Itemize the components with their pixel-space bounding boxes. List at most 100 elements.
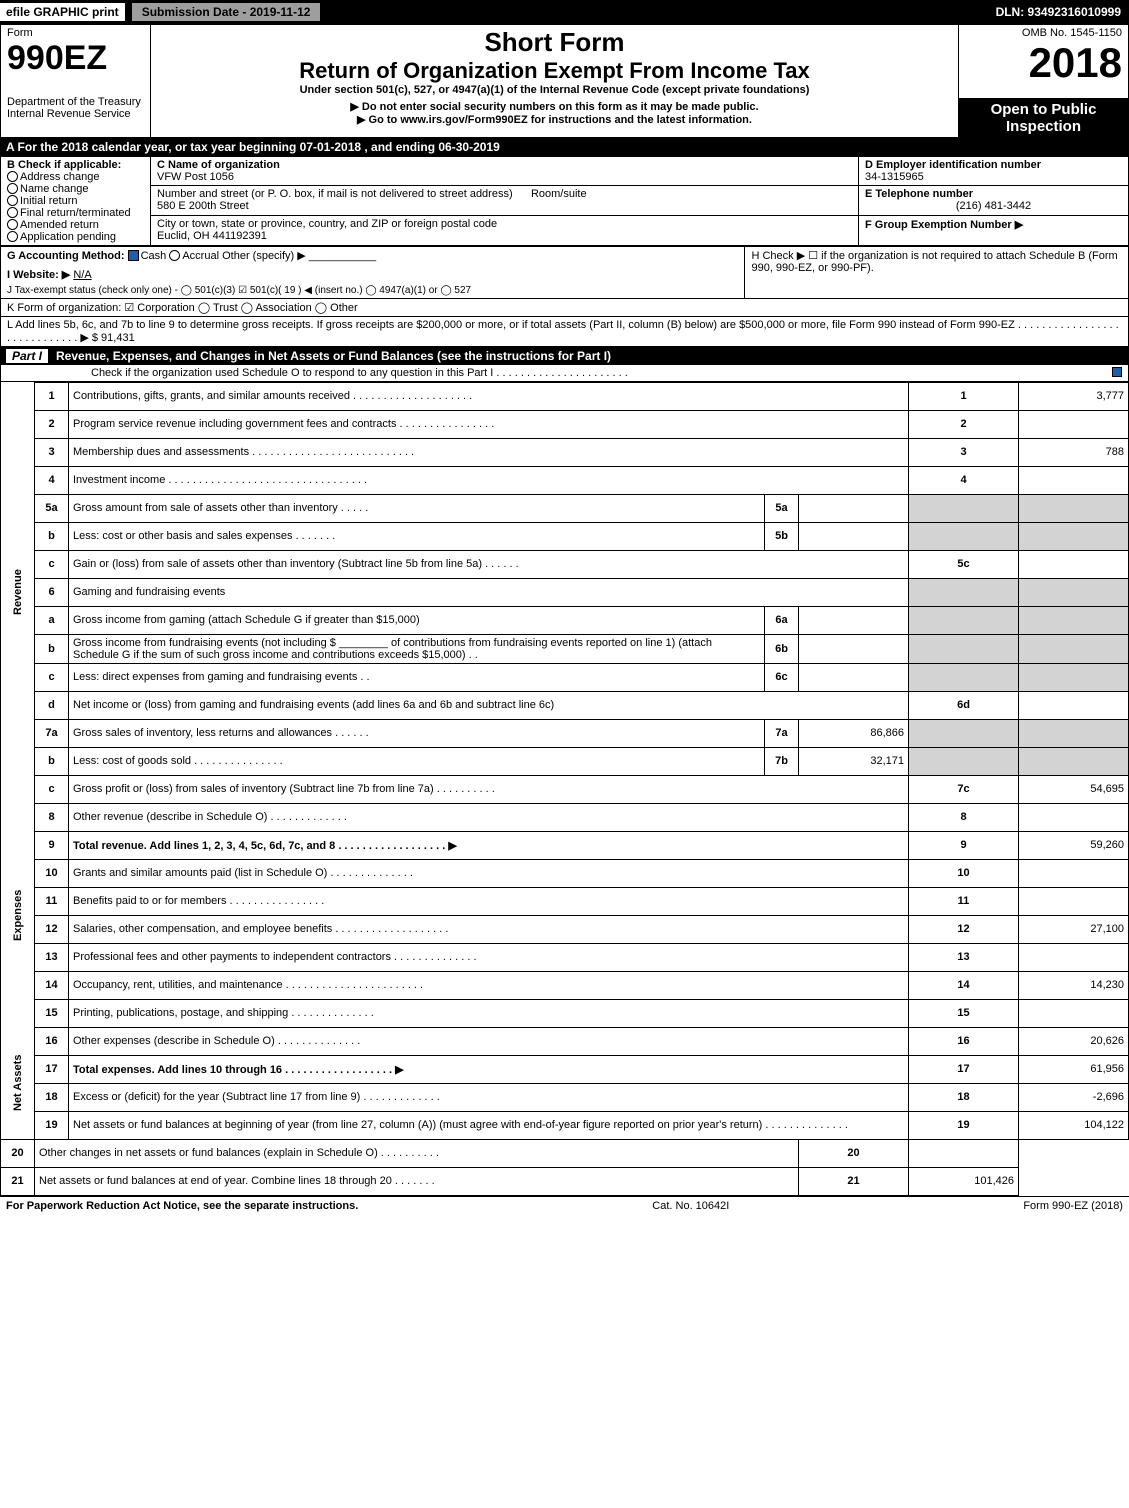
line-box: 15 [909,999,1019,1027]
line-amount [1019,410,1129,438]
line-box: 13 [909,943,1019,971]
chk-address-change[interactable]: Address change [7,171,144,183]
line-row: aGross income from gaming (attach Schedu… [1,606,1129,634]
line-desc: Net assets or fund balances at beginning… [69,1111,909,1139]
chk-initial-return[interactable]: Initial return [7,195,144,207]
line-box: 1 [909,382,1019,410]
line-h: H Check ▶ ☐ if the organization is not r… [745,246,1129,298]
line-number: 1 [35,382,69,410]
line-amount [1019,887,1129,915]
line-amount [1019,999,1129,1027]
line-number: 4 [35,466,69,494]
line-row: bGross income from fundraising events (n… [1,634,1129,663]
line-l: L Add lines 5b, 6c, and 7b to line 9 to … [1,316,1129,346]
line-amount [1019,550,1129,578]
grey-box [909,719,1019,747]
ghijkl: G Accounting Method: Cash Accrual Other … [0,246,1129,347]
line-number: d [35,691,69,719]
line-desc: Professional fees and other payments to … [69,943,909,971]
chk-accrual[interactable]: Accrual [169,250,219,262]
tax-period: A For the 2018 calendar year, or tax yea… [0,138,1129,156]
chk-final-return[interactable]: Final return/terminated [7,207,144,219]
chk-cash[interactable]: Cash [128,250,167,262]
grey-amount [1019,634,1129,663]
chk-name-change[interactable]: Name change [7,183,144,195]
line-row: Expenses8Other revenue (describe in Sche… [1,803,1129,831]
line-row: bLess: cost of goods sold . . . . . . . … [1,747,1129,775]
line-amount: 788 [1019,438,1129,466]
line-number: 12 [35,915,69,943]
website-value: N/A [73,269,91,281]
line-row: 12Salaries, other compensation, and empl… [1,915,1129,943]
line-number: 19 [35,1111,69,1139]
line-g-label: G Accounting Method: [7,250,125,262]
line-number: 18 [35,1083,69,1111]
line-box: 19 [909,1111,1019,1139]
page-footer: For Paperwork Reduction Act Notice, see … [0,1196,1129,1215]
line-amount: 3,777 [1019,382,1129,410]
line-row: Net Assets16Other expenses (describe in … [1,1027,1129,1055]
line-desc: Printing, publications, postage, and shi… [69,999,909,1027]
line-row: 7aGross sales of inventory, less returns… [1,719,1129,747]
line-box: 11 [909,887,1019,915]
mid-amount [799,494,909,522]
mid-amount: 32,171 [799,747,909,775]
short-form-title: Short Form [157,27,952,58]
line-amount [1019,466,1129,494]
mid-amount [799,522,909,550]
line-row: 2Program service revenue including gover… [1,410,1129,438]
chk-other-method[interactable]: Other (specify) ▶ ___________ [222,250,376,262]
line-number: 3 [35,438,69,466]
line-amount: 54,695 [1019,775,1129,803]
mid-box: 7a [765,719,799,747]
goto-link[interactable]: ▶ Go to www.irs.gov/Form990EZ for instru… [157,113,952,126]
line-amount: 14,230 [1019,971,1129,999]
line-box: 6d [909,691,1019,719]
line-amount [1019,943,1129,971]
grey-box [909,522,1019,550]
mid-box: 7b [765,747,799,775]
line-amount: 27,100 [1019,915,1129,943]
part1-check-line: Check if the organization used Schedule … [0,365,1129,382]
line-desc: Contributions, gifts, grants, and simila… [69,382,909,410]
line-box: 5c [909,550,1019,578]
grey-box [909,578,1019,606]
line-desc: Other changes in net assets or fund bala… [35,1139,799,1167]
grey-box [909,606,1019,634]
line-row: 21Net assets or fund balances at end of … [1,1167,1129,1195]
line-row: 15Printing, publications, postage, and s… [1,999,1129,1027]
line-row: 6Gaming and fundraising events [1,578,1129,606]
line-number: 21 [1,1167,35,1195]
mid-amount: 86,866 [799,719,909,747]
dept-treasury: Department of the Treasury [7,96,144,108]
chk-app-pending[interactable]: Application pending [7,231,144,243]
part1-check-icon [1112,367,1122,377]
mid-amount [799,634,909,663]
line-amount: 59,260 [1019,831,1129,859]
line-row: cGain or (loss) from sale of assets othe… [1,550,1129,578]
footer-right: Form 990-EZ (2018) [1023,1200,1123,1212]
line-i-label: I Website: ▶ [7,269,70,281]
grey-amount [1019,719,1129,747]
box-c-label: C Name of organization [157,159,280,171]
footer-mid: Cat. No. 10642I [652,1200,729,1212]
line-row: dNet income or (loss) from gaming and fu… [1,691,1129,719]
line-number: b [35,522,69,550]
form-word: Form [7,27,144,39]
part1-lines: Revenue1Contributions, gifts, grants, an… [0,382,1129,1196]
line-box: 7c [909,775,1019,803]
line-box: 16 [909,1027,1019,1055]
line-amount [1019,691,1129,719]
line-desc: Salaries, other compensation, and employ… [69,915,909,943]
grey-box [909,494,1019,522]
line-desc: Occupancy, rent, utilities, and maintena… [69,971,909,999]
line-row: 4Investment income . . . . . . . . . . .… [1,466,1129,494]
grey-box [909,634,1019,663]
mid-box: 6c [765,663,799,691]
efile-rest: GRAPHIC print [30,5,119,19]
line-number: 11 [35,887,69,915]
grey-amount [1019,747,1129,775]
sidelabel-expenses: Expenses [1,803,35,1027]
line-j: J Tax-exempt status (check only one) - ◯… [7,285,738,296]
chk-amended[interactable]: Amended return [7,219,144,231]
